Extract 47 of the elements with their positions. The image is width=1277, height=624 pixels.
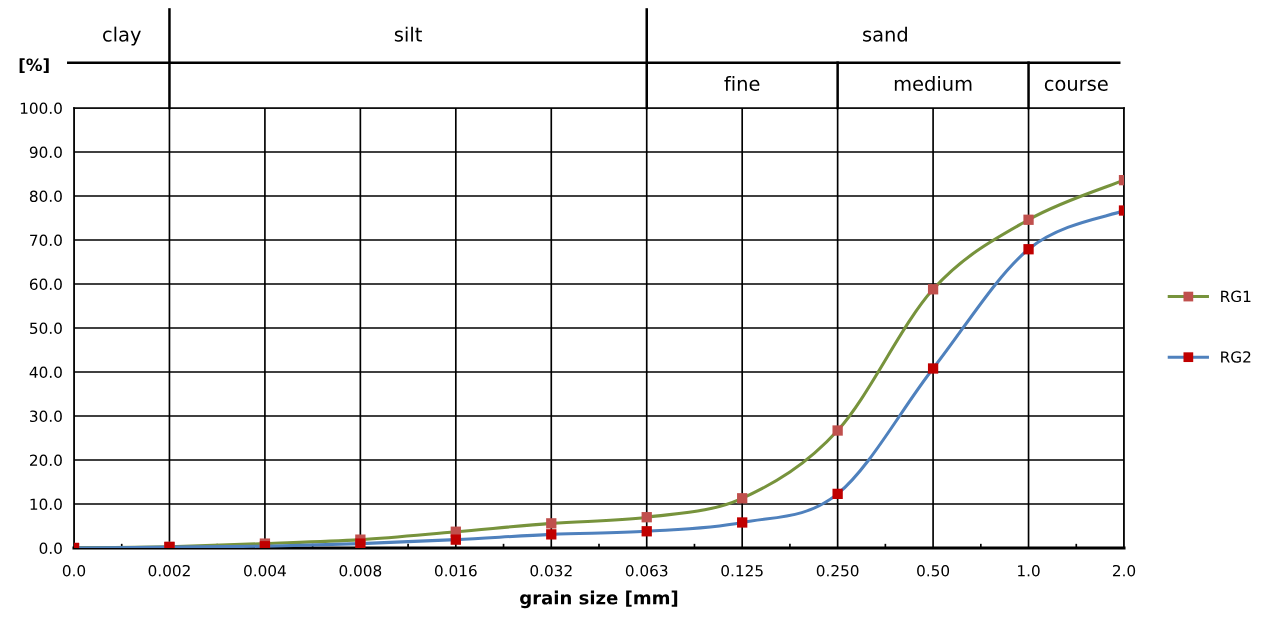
x-tick-label: 0.250 [816, 564, 859, 577]
y-tick-label: 50.0 [30, 322, 62, 335]
point [927, 363, 939, 374]
point [641, 526, 652, 537]
point [737, 517, 748, 528]
x-tick-label: 2.0 [1112, 564, 1136, 577]
point [832, 425, 843, 436]
x-axis-title: grain size [mm] [520, 590, 678, 609]
x-tick-label: 1.0 [1018, 564, 1040, 577]
point [450, 534, 461, 545]
point [546, 518, 557, 529]
y-tick-label: 80.0 [29, 190, 62, 203]
text: clay [103, 26, 141, 46]
text: course [1044, 79, 1108, 91]
point [1023, 244, 1034, 255]
y-tick-label: 100.0 [20, 102, 62, 115]
point [546, 529, 557, 540]
y-tick-label: 30.0 [30, 410, 62, 423]
point [927, 284, 939, 295]
x-tick-label: 0.004 [244, 564, 286, 577]
x-tick-label: 0.002 [148, 564, 190, 577]
y-tick-label: 20.0 [29, 454, 62, 467]
text: silt [394, 26, 422, 42]
y-tick-label: 60.0 [29, 278, 62, 291]
y-tick-label: 40.0 [29, 366, 62, 379]
x-tick-label: 0.008 [339, 564, 382, 577]
x-tick-label: 0.0 [62, 564, 86, 577]
point [641, 512, 652, 523]
point [737, 493, 748, 504]
point [355, 538, 366, 548]
legend-label: RG1 [1221, 290, 1251, 303]
text: medium [894, 75, 972, 91]
point [832, 488, 843, 500]
x-tick-label: 0.50 [917, 564, 950, 577]
x-tick-label: 0.016 [434, 564, 477, 577]
legend-label: RG2 [1221, 351, 1251, 363]
text: fine [724, 75, 760, 91]
y-tick-label: 90.0 [29, 146, 62, 159]
y-tick-label: 10.0 [30, 498, 62, 511]
x-tick-label: 0.032 [530, 564, 572, 577]
y-tick-label: 0.0 [39, 542, 62, 555]
point [1023, 214, 1034, 225]
y-axis-title: [%] [19, 58, 49, 73]
x-tick-label: 0.125 [721, 564, 763, 577]
x-tick-label: 0.063 [625, 564, 668, 577]
text: sand [863, 26, 907, 42]
y-tick-label: 70.0 [30, 234, 62, 247]
